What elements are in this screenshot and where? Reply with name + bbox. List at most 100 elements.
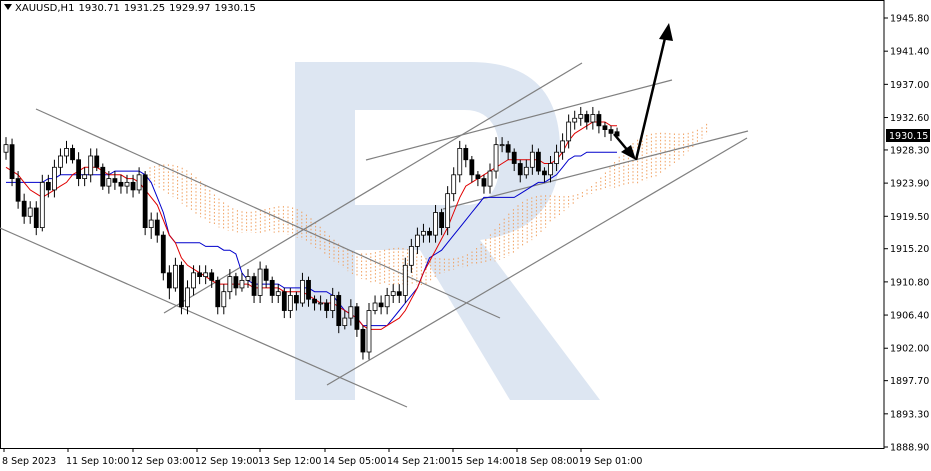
candle-body bbox=[523, 166, 529, 176]
candle-body bbox=[366, 310, 372, 353]
candle-body bbox=[390, 291, 396, 296]
candle-body bbox=[384, 295, 390, 308]
candle-body bbox=[505, 144, 511, 153]
y-tick-label: 1893.30 bbox=[890, 409, 929, 420]
candlesticks bbox=[3, 106, 620, 360]
candle-body bbox=[52, 166, 57, 191]
candle-body bbox=[566, 121, 572, 142]
candle-body bbox=[330, 295, 336, 311]
candle-body bbox=[548, 163, 553, 176]
candle-body bbox=[33, 207, 39, 228]
candle-body bbox=[584, 114, 590, 123]
candle-body bbox=[3, 144, 9, 153]
candle-body bbox=[421, 230, 426, 236]
x-tick-label: 11 Sep 10:00 bbox=[66, 456, 129, 467]
candle-body bbox=[45, 181, 51, 191]
trend-line bbox=[35, 108, 501, 319]
candle-body bbox=[251, 276, 257, 296]
symbol-label: XAUUSD,H1 bbox=[15, 3, 75, 14]
y-tick-label: 1906.40 bbox=[890, 311, 929, 322]
candle-body bbox=[136, 174, 142, 191]
candle-body bbox=[554, 151, 559, 164]
candle-body bbox=[263, 268, 269, 281]
y-tick-label: 1897.70 bbox=[890, 376, 929, 387]
candle-body bbox=[185, 287, 190, 308]
candle-body bbox=[293, 295, 299, 304]
x-tick-label: 8 Sep 2023 bbox=[2, 456, 56, 467]
candle-body bbox=[245, 276, 251, 281]
candle-body bbox=[542, 170, 547, 176]
trend-line bbox=[365, 79, 673, 161]
candle-body bbox=[396, 291, 402, 296]
candle-body bbox=[318, 302, 324, 305]
candle-body bbox=[197, 272, 203, 278]
candle-body bbox=[608, 129, 614, 134]
x-tick-label: 14 Sep 05:00 bbox=[323, 456, 386, 467]
candle-body bbox=[233, 276, 239, 289]
close-value: 1930.15 bbox=[214, 3, 256, 14]
y-tick-label: 1932.60 bbox=[890, 113, 929, 124]
forecast-arrow-down-head bbox=[621, 145, 636, 160]
candle-body bbox=[94, 155, 100, 168]
current-price-label-text: 1930.15 bbox=[889, 131, 928, 142]
candle-body bbox=[536, 151, 541, 172]
x-tick-label: 15 Sep 14:00 bbox=[451, 456, 514, 467]
candle-body bbox=[215, 279, 221, 308]
candle-body bbox=[142, 174, 148, 228]
price-axis: 1945.80 1941.40 1937.00 1932.60 1928.30 1923.… bbox=[884, 14, 929, 454]
candle-body bbox=[529, 151, 535, 168]
trend-line bbox=[163, 62, 583, 314]
x-tick-label: 13 Sep 12:00 bbox=[258, 456, 321, 467]
candle-body bbox=[354, 306, 360, 330]
candle-body bbox=[451, 174, 457, 195]
x-tick-label: 12 Sep 03:00 bbox=[131, 456, 194, 467]
candle-body bbox=[179, 264, 184, 308]
candle-body bbox=[300, 279, 305, 304]
current-price-label: 1930.15 bbox=[886, 129, 930, 142]
candle-body bbox=[306, 279, 311, 300]
candle-body bbox=[499, 144, 505, 147]
candle-body bbox=[342, 317, 348, 327]
plot-frame bbox=[0, 0, 885, 449]
candle-body bbox=[572, 117, 578, 123]
y-tick-label: 1902.00 bbox=[890, 344, 929, 355]
trend-line bbox=[442, 130, 749, 210]
candle-body bbox=[82, 174, 88, 179]
y-tick-label: 1919.50 bbox=[890, 212, 929, 223]
candle-body bbox=[439, 212, 445, 228]
forecast-arrows bbox=[613, 23, 673, 161]
candle-body bbox=[427, 230, 432, 236]
candle-body bbox=[414, 234, 420, 247]
x-tick-label: 14 Sep 21:00 bbox=[387, 456, 450, 467]
candle-body bbox=[463, 148, 469, 161]
candle-body bbox=[15, 178, 21, 202]
candle-body bbox=[209, 272, 215, 281]
candle-body bbox=[70, 148, 75, 161]
x-tick-label: 19 Sep 01:00 bbox=[579, 456, 642, 467]
candle-body bbox=[269, 279, 275, 296]
candle-body bbox=[112, 178, 118, 183]
candle-body bbox=[257, 268, 263, 296]
candle-body bbox=[9, 144, 15, 179]
candle-body bbox=[360, 328, 366, 353]
candle-body bbox=[106, 178, 112, 187]
collapse-triangle-icon[interactable] bbox=[4, 4, 12, 10]
candle-body bbox=[408, 246, 414, 266]
y-tick-label: 1937.00 bbox=[890, 80, 929, 91]
candle-body bbox=[191, 272, 196, 289]
candle-body bbox=[457, 148, 463, 176]
candle-body bbox=[445, 193, 451, 228]
candle-body bbox=[475, 174, 481, 179]
low-value: 1929.97 bbox=[169, 3, 211, 14]
candle-body bbox=[64, 148, 69, 157]
candle-body bbox=[58, 155, 63, 168]
forecast-arrow-up-shaft bbox=[634, 37, 667, 161]
candle-body bbox=[590, 114, 596, 123]
ichimoku-cloud bbox=[149, 123, 708, 286]
candle-body bbox=[154, 219, 160, 236]
candle-body bbox=[88, 155, 94, 176]
y-tick-label: 1915.20 bbox=[890, 244, 929, 255]
x-tick-label: 12 Sep 19:00 bbox=[195, 456, 258, 467]
candle-body bbox=[148, 219, 154, 228]
